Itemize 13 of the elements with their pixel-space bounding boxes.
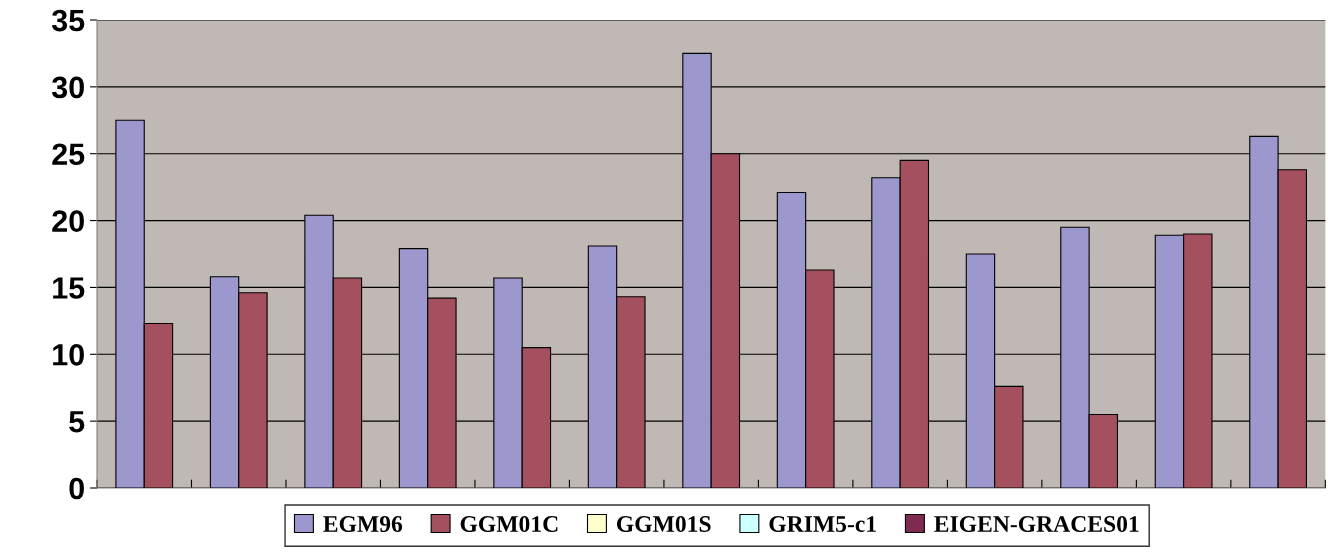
y-tick-label: 0 — [69, 477, 84, 500]
y-tick-label: 5 — [69, 411, 85, 433]
y-tick-label: 20 — [52, 210, 84, 232]
y-tick-label: 10 — [53, 344, 84, 366]
y-tick-label: 15 — [53, 277, 85, 299]
y-tick-label: 35 — [51, 9, 85, 32]
legend-label: GRIM5-c1 — [769, 516, 876, 532]
legend-label: GGM01C — [460, 516, 558, 532]
legend-label: EGM96 — [323, 516, 403, 532]
legend-label: GGM01S — [617, 516, 711, 532]
y-tick-label: 30 — [51, 76, 84, 99]
y-tick-label: 25 — [52, 143, 85, 166]
legend-label: EIGEN-GRACES01 — [934, 516, 1139, 532]
